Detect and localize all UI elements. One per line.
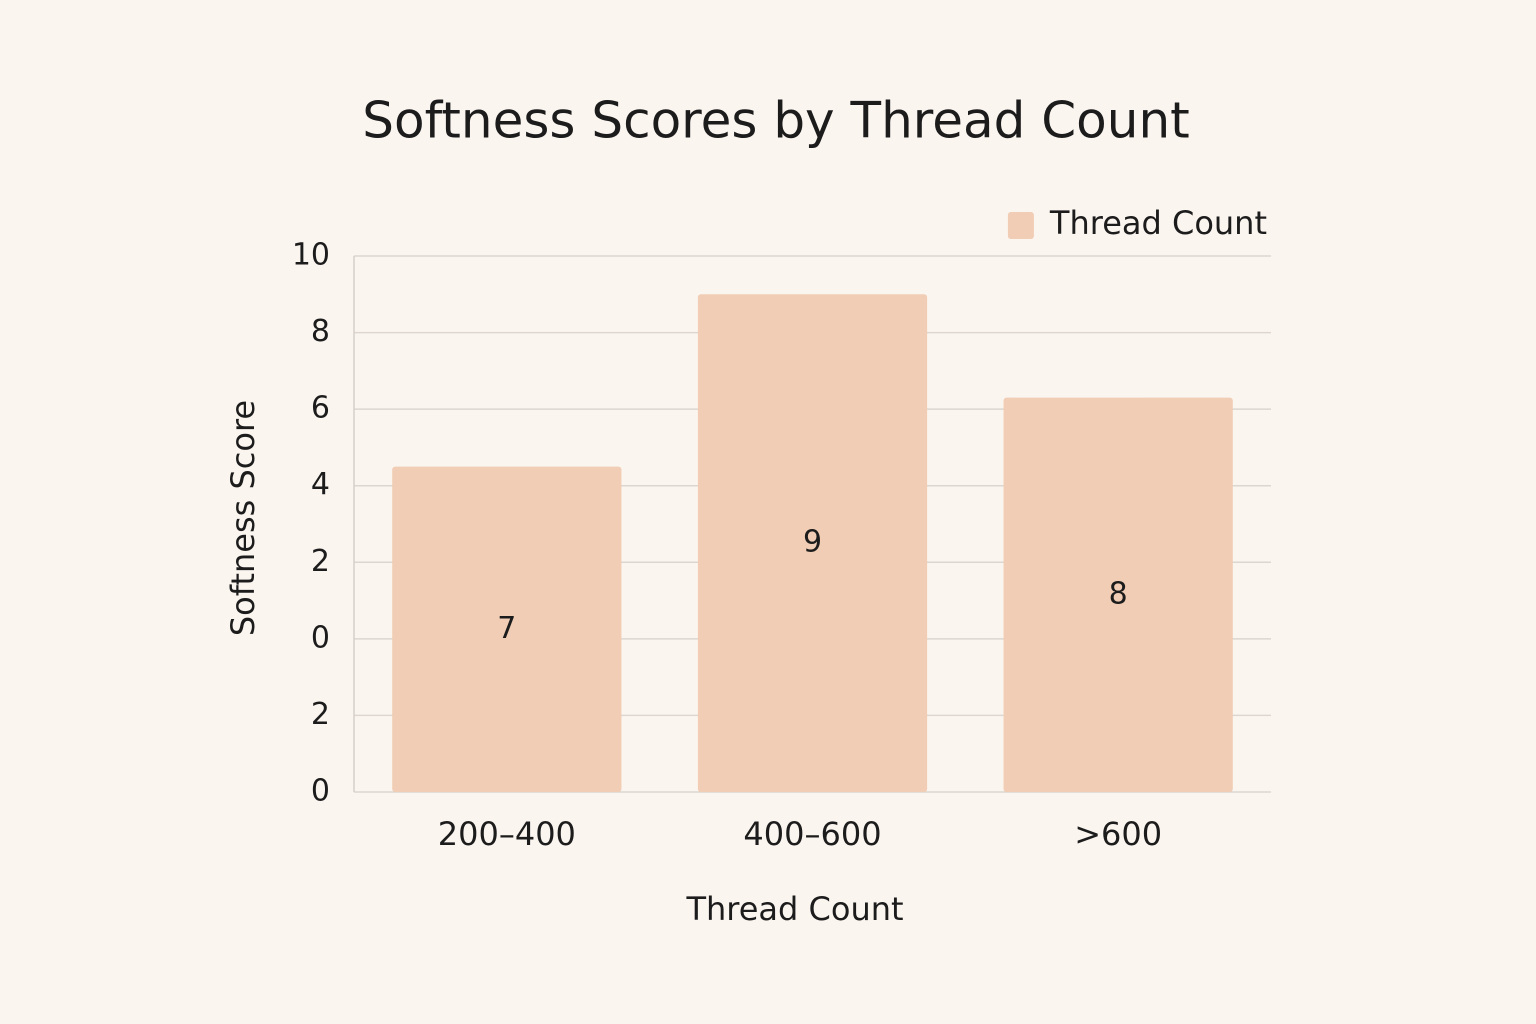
- legend-swatch: [1007, 212, 1034, 239]
- chart-title: Softness Scores by Thread Count: [362, 92, 1190, 150]
- y-axis-label: Softness Score: [224, 400, 262, 636]
- y-tick-label: 2: [311, 544, 330, 579]
- y-tick-label: 0: [311, 774, 330, 809]
- x-tick-label: >600: [1074, 815, 1162, 853]
- x-tick-label: 200–400: [438, 815, 576, 853]
- y-tick-label: 2: [311, 697, 330, 732]
- y-tick-label: 6: [311, 391, 330, 426]
- y-tick-label: 8: [311, 314, 330, 349]
- y-tick-label: 4: [311, 467, 330, 502]
- y-tick-label: 10: [292, 238, 330, 273]
- bar-annotation: 7: [497, 611, 516, 646]
- bar: [697, 294, 928, 792]
- bar: [1003, 397, 1233, 792]
- bar-annotation: 8: [1109, 576, 1128, 611]
- bar-annotation: 9: [803, 525, 822, 560]
- x-axis-label: Thread Count: [685, 890, 903, 928]
- x-tick-label: 400–600: [743, 815, 881, 853]
- bar: [392, 466, 622, 792]
- legend-label: Thread Count: [1049, 204, 1267, 242]
- y-tick-label: 0: [311, 620, 330, 655]
